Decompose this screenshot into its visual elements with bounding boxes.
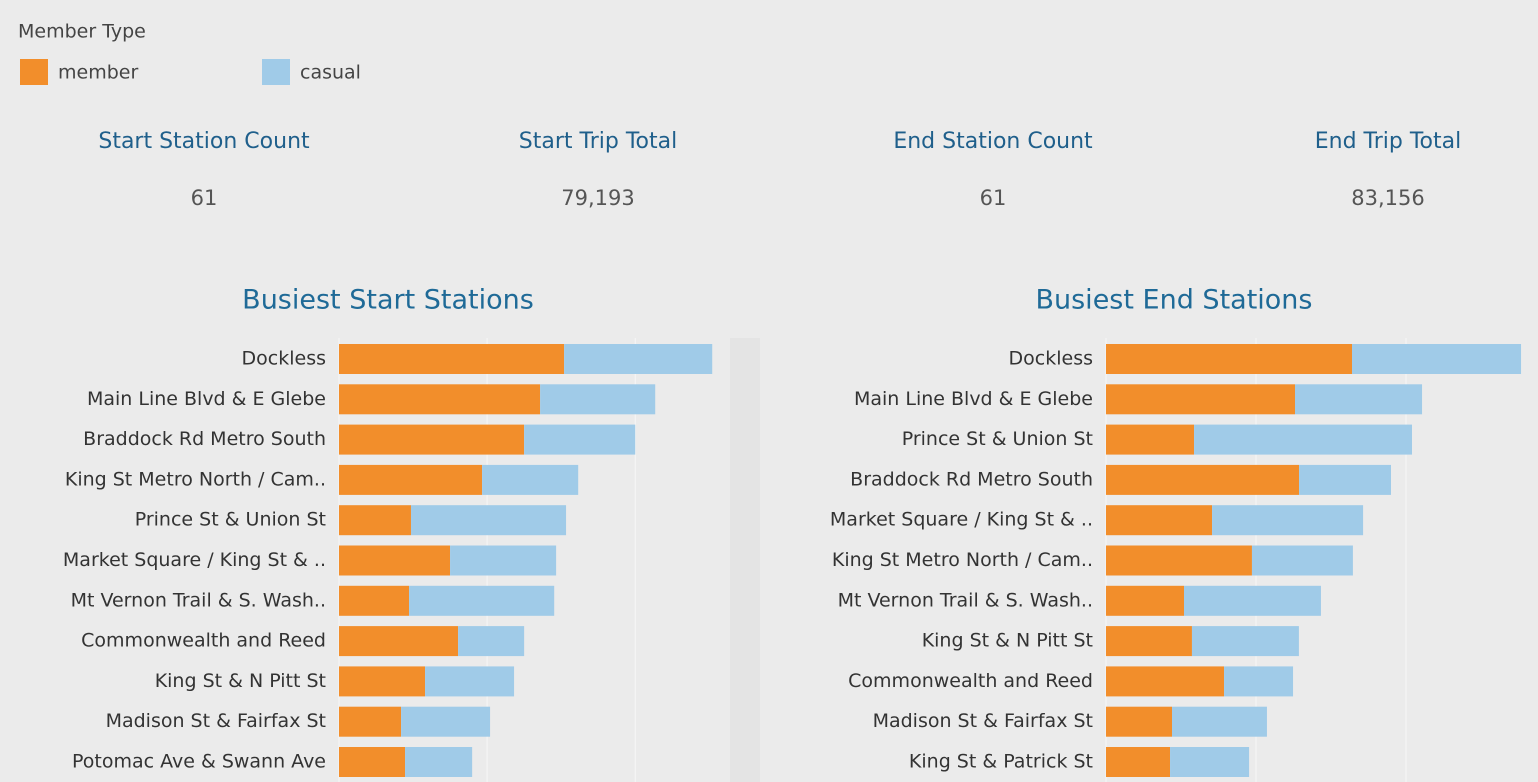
category-label: King St & Patrick St xyxy=(909,751,1093,773)
bar-segment xyxy=(339,666,426,697)
category-label: Prince St & Union St xyxy=(902,428,1093,450)
bar-segment xyxy=(1191,626,1299,657)
category-label: King St Metro North / Cam.. xyxy=(65,468,326,490)
chart-title: Busiest End Stations xyxy=(1035,285,1312,316)
bar-segment xyxy=(339,464,483,495)
bar-segment xyxy=(405,747,473,777)
category-label: Braddock Rd Metro South xyxy=(850,468,1093,490)
category-label: Market Square / King St & .. xyxy=(63,549,326,571)
bar-segment xyxy=(1106,384,1295,415)
bar-segment xyxy=(1106,747,1171,777)
bar-segment xyxy=(1106,505,1213,536)
bar-segment xyxy=(1194,424,1412,455)
bar-segment xyxy=(1299,464,1391,495)
bar-segment xyxy=(401,706,491,737)
bar-segment xyxy=(524,424,636,455)
kpi-label: End Station Count xyxy=(893,129,1093,154)
legend-title: Member Type xyxy=(18,21,146,43)
category-label: Madison St & Fairfax St xyxy=(106,710,326,732)
category-label: Potomac Ave & Swann Ave xyxy=(72,751,326,773)
bar-segment xyxy=(1184,585,1321,616)
bar-segment xyxy=(1295,384,1423,415)
category-label: Commonwealth and Reed xyxy=(848,670,1093,692)
kpi-label: Start Station Count xyxy=(98,129,310,154)
kpi-label: Start Trip Total xyxy=(519,129,677,154)
bar-segment xyxy=(1212,505,1364,536)
bar-segment xyxy=(1106,585,1184,616)
chart-title: Busiest Start Stations xyxy=(242,285,534,316)
bar-segment xyxy=(339,384,541,415)
bar-segment xyxy=(1106,344,1352,374)
category-label: Braddock Rd Metro South xyxy=(83,428,326,450)
bar-segment xyxy=(540,384,656,415)
bar-segment xyxy=(339,747,406,777)
bar-segment xyxy=(339,706,402,737)
bar-segment xyxy=(339,626,459,657)
category-label: Dockless xyxy=(1009,348,1093,370)
bar-segment xyxy=(339,505,411,536)
category-label: Prince St & Union St xyxy=(135,509,326,531)
bar-segment xyxy=(425,666,515,697)
kpi-value: 61 xyxy=(980,186,1007,210)
panel-divider xyxy=(730,338,760,782)
category-label: Dockless xyxy=(242,348,326,370)
bar-segment xyxy=(482,464,579,495)
legend-label: member xyxy=(58,62,138,84)
category-label: Market Square / King St & .. xyxy=(830,509,1093,531)
legend-label: casual xyxy=(300,62,361,84)
category-label: King St Metro North / Cam.. xyxy=(832,549,1093,571)
bar-segment xyxy=(1106,626,1192,657)
legend-swatch xyxy=(20,59,48,85)
bar-segment xyxy=(1106,424,1195,455)
category-label: Main Line Blvd & E Glebe xyxy=(854,388,1093,410)
category-label: Mt Vernon Trail & S. Wash.. xyxy=(838,589,1093,611)
bar-segment xyxy=(564,344,713,374)
bar-segment xyxy=(339,545,451,576)
bar-segment xyxy=(1106,464,1300,495)
kpi-value: 83,156 xyxy=(1351,186,1424,210)
category-label: Main Line Blvd & E Glebe xyxy=(87,388,326,410)
bar-segment xyxy=(409,585,555,616)
bar-segment xyxy=(339,344,565,374)
bar-segment xyxy=(1106,545,1252,576)
legend-swatch xyxy=(262,59,290,85)
bar-segment xyxy=(1106,666,1225,697)
bar-segment xyxy=(1172,706,1267,737)
bar-segment xyxy=(458,626,525,657)
bar-segment xyxy=(1224,666,1294,697)
bar-segment xyxy=(1106,706,1172,737)
bar-segment xyxy=(339,424,525,455)
kpi-value: 79,193 xyxy=(561,186,634,210)
bar-segment xyxy=(339,585,410,616)
category-label: Madison St & Fairfax St xyxy=(873,710,1093,732)
bar-segment xyxy=(1170,747,1250,777)
bar-segment xyxy=(410,505,567,536)
category-label: Commonwealth and Reed xyxy=(81,630,326,652)
bar-segment xyxy=(450,545,557,576)
bar-segment xyxy=(1251,545,1353,576)
bar-segment xyxy=(1352,344,1522,374)
category-label: King St & N Pitt St xyxy=(155,670,326,692)
category-label: King St & N Pitt St xyxy=(922,630,1093,652)
kpi-label: End Trip Total xyxy=(1315,129,1462,154)
category-label: Mt Vernon Trail & S. Wash.. xyxy=(71,589,326,611)
kpi-value: 61 xyxy=(191,186,218,210)
